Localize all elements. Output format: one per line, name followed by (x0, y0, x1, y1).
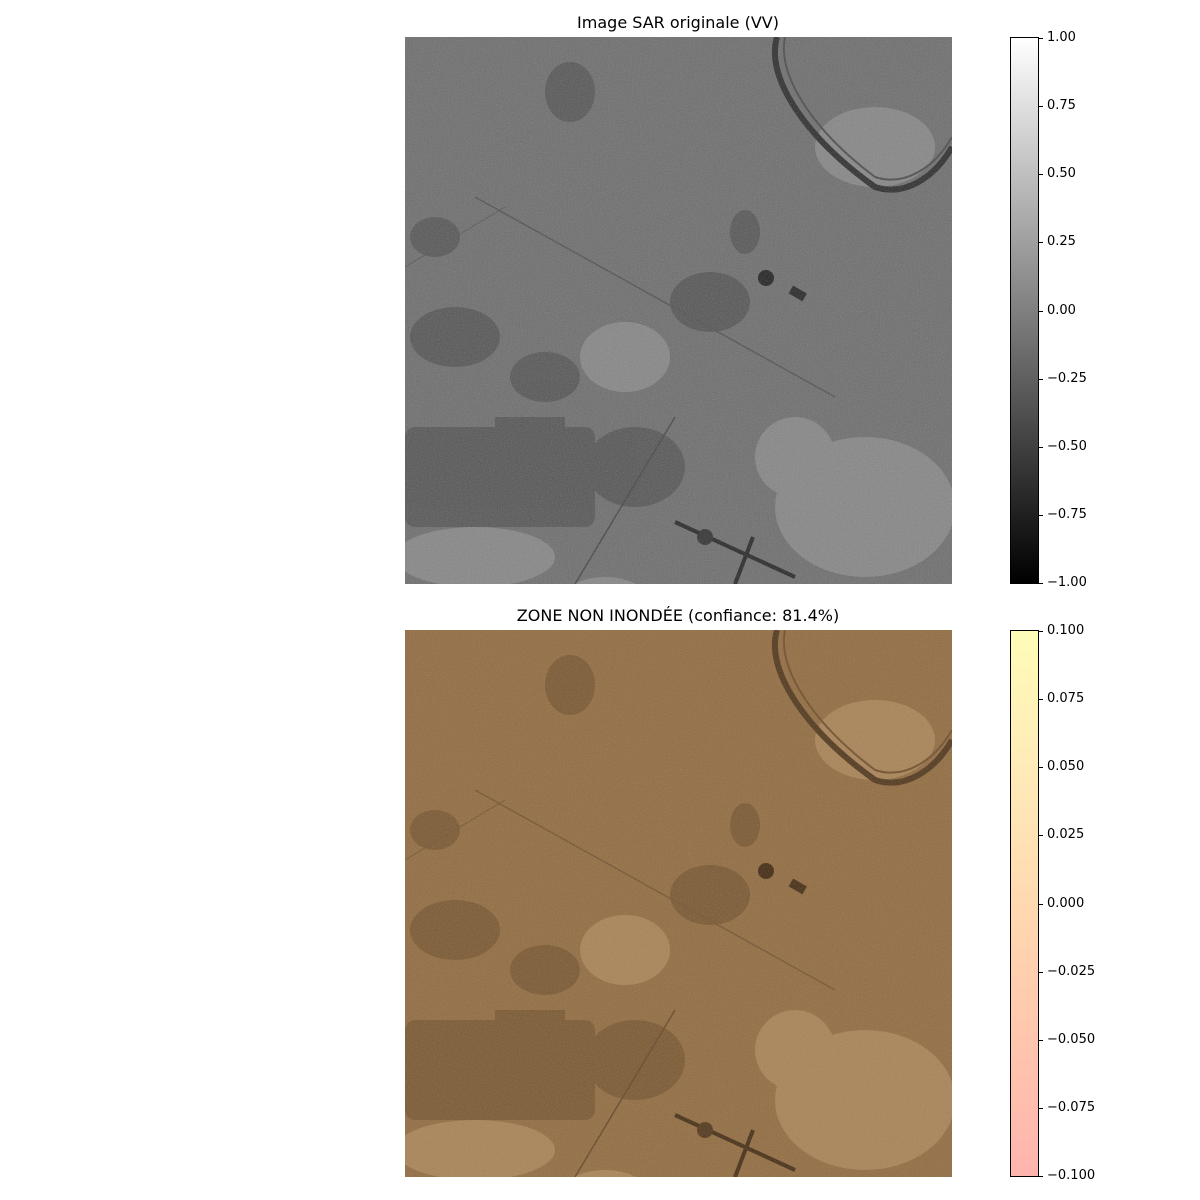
flood-colorbar (1010, 630, 1039, 1177)
sar-original-panel: Image SAR originale (VV) (405, 13, 1087, 590)
flood-result-title: ZONE NON INONDÉE (confiance: 81.4%) (516, 606, 840, 625)
sar-colorbar (1010, 37, 1039, 584)
sar-image-title: Image SAR originale (VV) (577, 13, 779, 32)
sar-image (405, 37, 952, 584)
flood-overlay-panel: ZONE NON INONDÉE (confiance: 81.4%) (0, 593, 1200, 1193)
flood-overlay-image (405, 630, 952, 1177)
sar-image-raster (405, 37, 952, 584)
flood-overlay-raster (405, 630, 952, 1177)
